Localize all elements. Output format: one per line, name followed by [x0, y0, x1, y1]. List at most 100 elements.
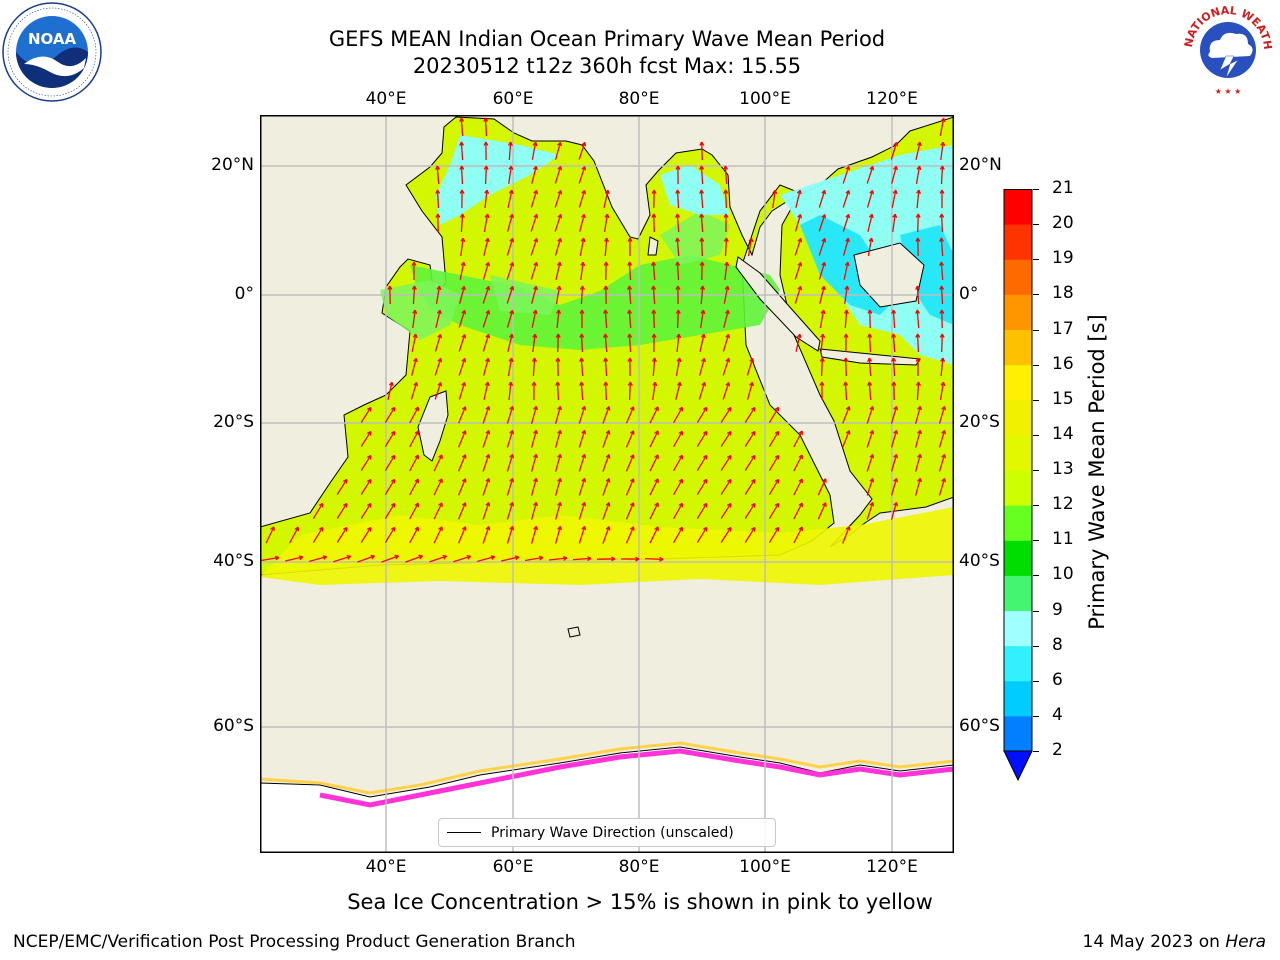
wave-arrow: [768, 430, 780, 448]
wave-arrow: [579, 285, 585, 305]
wave-arrow: [578, 501, 587, 520]
wave-arrow: [866, 189, 875, 208]
wave-arrow: [723, 237, 729, 257]
wave-arrow: [506, 429, 515, 448]
wave-arrow: [768, 454, 780, 472]
chart-subtitle: 20230512 t12z 360h fcst Max: 15.55: [412, 54, 802, 78]
wave-arrow: [675, 261, 681, 281]
colorbar-tick-label: 21: [1052, 178, 1074, 198]
wave-arrow: [602, 526, 611, 544]
wave-arrow: [698, 357, 706, 376]
wave-arrow: [482, 357, 490, 376]
lat-label-left-20N: 20°N: [211, 155, 254, 175]
colorbar-tick-mark: [1033, 294, 1039, 296]
colorbar-tick-mark: [1033, 645, 1039, 647]
wave-arrow: [602, 502, 611, 520]
wave-arrow: [915, 357, 921, 376]
colorbar-tick-label: 13: [1052, 459, 1074, 479]
wave-arrow: [843, 357, 849, 377]
wave-arrow: [572, 556, 592, 562]
wave-arrow: [506, 285, 515, 304]
credit-line: NCEP/EMC/Verification Post Processing Pr…: [13, 932, 576, 952]
wave-arrow: [285, 555, 304, 562]
wave-arrow: [867, 357, 873, 377]
colorbar-segment: [1004, 294, 1032, 331]
wave-arrow: [940, 141, 946, 160]
wave-arrow: [433, 478, 443, 496]
wave-arrow: [722, 333, 731, 352]
map-panel: Primary Wave Direction (unscaled): [260, 115, 954, 853]
wave-arrow: [651, 213, 657, 233]
wave-arrow: [530, 453, 538, 472]
wave-arrow: [530, 501, 538, 520]
colorbar-tick-label: 18: [1052, 283, 1074, 304]
wave-arrow: [506, 262, 515, 280]
wave-arrow: [700, 285, 705, 305]
colorbar-tick-mark: [1033, 751, 1039, 752]
wave-arrow: [459, 285, 466, 304]
colorbar-segment: [1004, 364, 1032, 401]
colorbar-tick-label: 17: [1052, 318, 1074, 339]
wave-arrow: [457, 454, 467, 472]
wave-arrow: [651, 309, 657, 329]
wave-arrow: [532, 333, 538, 352]
wave-arrow: [673, 502, 684, 520]
lon-label-bottom-100E: 100°E: [739, 857, 791, 877]
wave-arrow: [483, 117, 489, 137]
colorbar-tick-label: 15: [1052, 388, 1074, 409]
wave-arrow: [818, 214, 827, 232]
wave-arrow: [866, 502, 875, 520]
wave-arrow: [890, 429, 899, 448]
wave-arrow: [531, 357, 537, 377]
wave-arrow: [312, 526, 324, 544]
wave-arrow: [744, 430, 756, 447]
wave-arrow: [604, 237, 609, 257]
wave-arrow: [722, 382, 731, 400]
wave-arrow: [482, 285, 491, 304]
wave-arrow: [602, 454, 611, 472]
wave-arrow: [625, 526, 635, 544]
wave-arrow: [579, 381, 585, 401]
wave-arrow: [819, 309, 826, 329]
wave-arrow: [602, 478, 611, 496]
wave-arrow: [817, 478, 827, 496]
wave-arrow: [579, 357, 585, 377]
colorbar-tick-label: 16: [1052, 353, 1074, 374]
wave-arrow: [939, 189, 945, 208]
wave-arrow: [625, 478, 635, 496]
wave-arrow: [698, 381, 707, 400]
wave-arrow: [409, 406, 419, 424]
wave-arrow: [556, 309, 562, 329]
wave-arrow: [866, 430, 875, 448]
ocean-yellow-band: [260, 507, 954, 585]
wave-arrow: [603, 189, 610, 208]
wave-arrow: [625, 502, 635, 520]
wave-arrow: [579, 333, 585, 353]
colorbar-segment: [1004, 610, 1032, 647]
wave-arrow: [744, 406, 756, 423]
wave-arrow: [914, 477, 922, 496]
colorbar-tick-label: 20: [1052, 213, 1074, 234]
wave-arrow: [603, 261, 609, 281]
wave-arrow: [724, 261, 730, 280]
wave-arrow: [603, 309, 609, 329]
wave-arrow: [939, 213, 945, 233]
date-text: 14 May 2023 on: [1082, 932, 1220, 952]
wave-arrow: [675, 189, 681, 209]
wave-arrow: [891, 189, 898, 208]
wave-arrow: [458, 357, 467, 376]
wave-arrow: [768, 502, 780, 520]
wave-arrow: [384, 406, 396, 424]
wave-arrow: [793, 478, 803, 496]
wave-arrow: [457, 430, 467, 448]
lat-label-left-40S: 40°S: [213, 551, 254, 571]
wave-arrow: [384, 502, 396, 520]
wave-arrow: [720, 526, 732, 543]
wave-arrow: [720, 430, 732, 447]
colorbar-border: [1003, 189, 1033, 752]
wave-arrow: [867, 381, 873, 401]
wave-arrow: [723, 213, 729, 232]
wave-arrow: [530, 213, 539, 232]
wave-arrow: [820, 333, 826, 352]
wave-arrow: [530, 238, 539, 256]
